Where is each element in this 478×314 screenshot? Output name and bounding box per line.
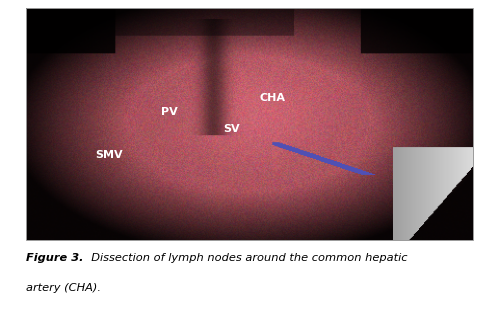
Text: CHA: CHA — [259, 94, 285, 104]
Text: PV: PV — [161, 107, 178, 117]
Text: artery (CHA).: artery (CHA). — [26, 283, 101, 293]
Text: SV: SV — [224, 124, 240, 134]
Text: Dissection of lymph nodes around the common hepatic: Dissection of lymph nodes around the com… — [84, 253, 407, 263]
Text: Figure 3.: Figure 3. — [26, 253, 84, 263]
Text: SMV: SMV — [95, 150, 123, 160]
